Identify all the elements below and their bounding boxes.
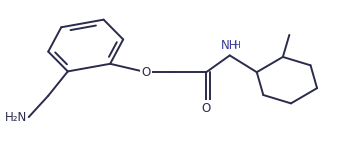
Text: H: H xyxy=(233,41,240,50)
Text: O: O xyxy=(202,102,211,115)
Text: NH: NH xyxy=(221,40,239,53)
Text: H₂N: H₂N xyxy=(4,111,27,124)
Text: O: O xyxy=(141,66,151,79)
